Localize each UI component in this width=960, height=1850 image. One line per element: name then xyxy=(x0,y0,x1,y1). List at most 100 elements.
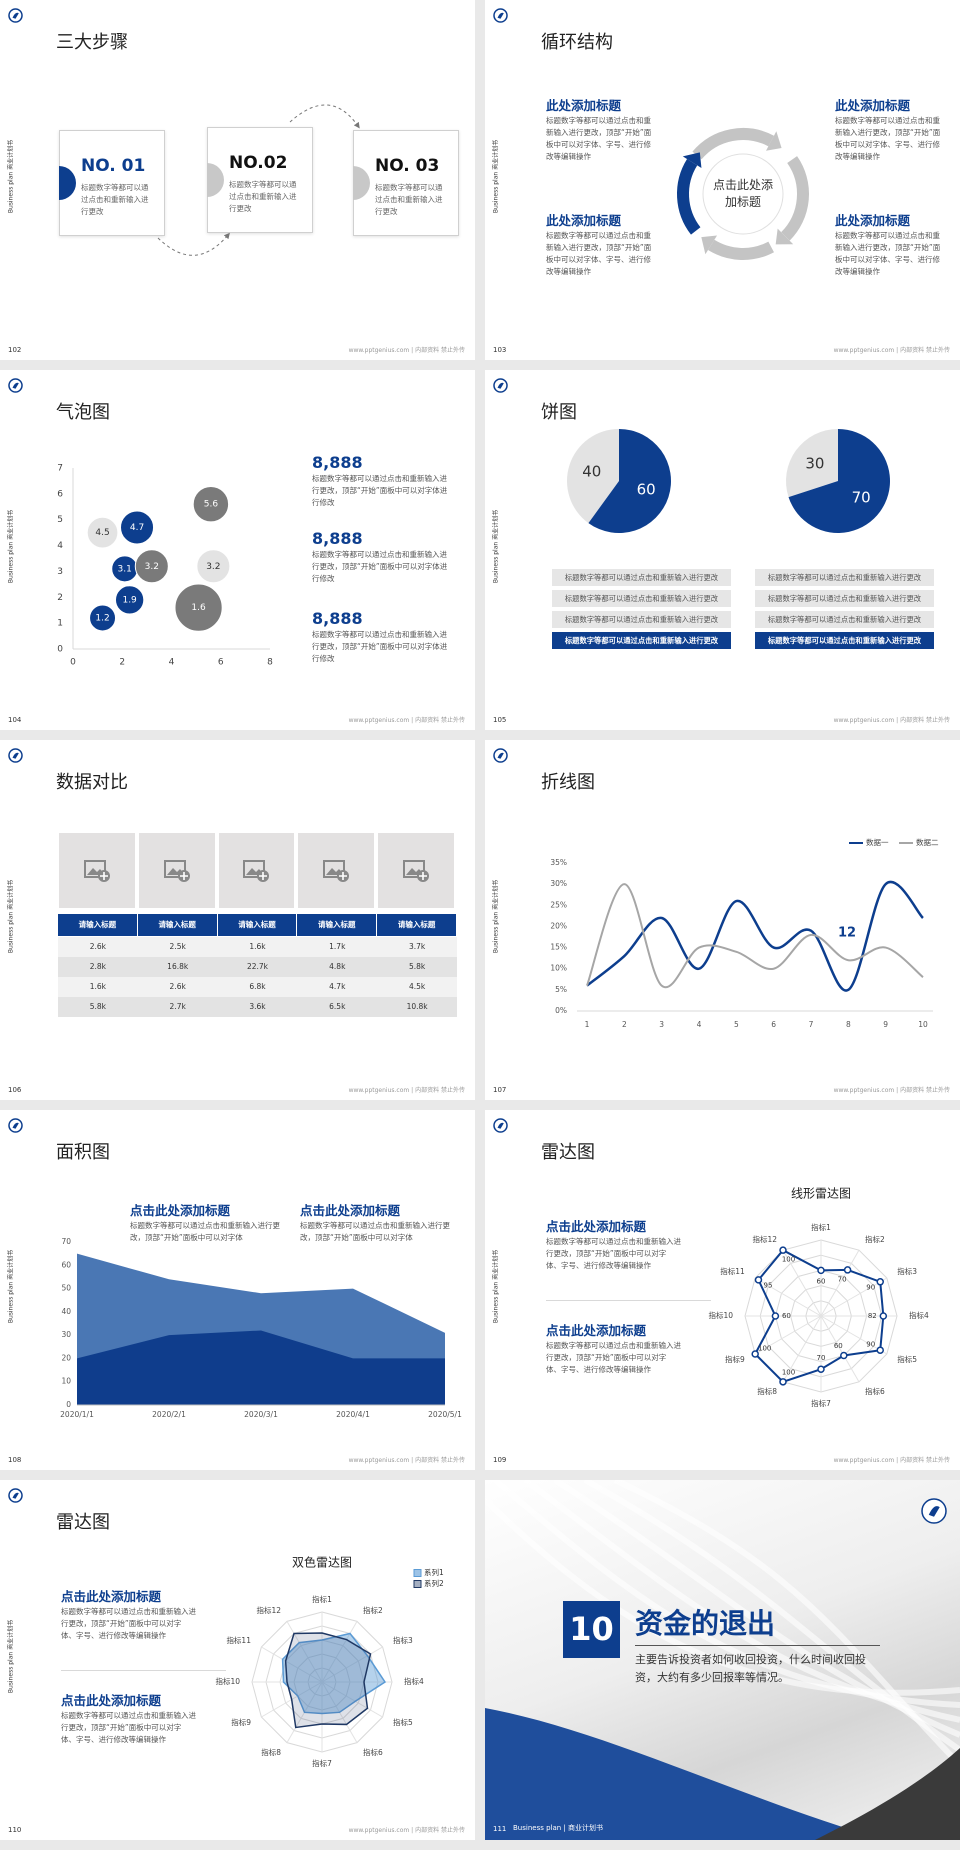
bubble-label: 1.6 xyxy=(191,603,206,613)
x-tick-label: 2020/1/1 xyxy=(60,1410,94,1419)
x-tick-label: 4 xyxy=(697,1020,702,1029)
value-label: 90 xyxy=(866,1341,875,1349)
table-cell: 4.8k xyxy=(297,957,378,977)
y-tick-label: 7 xyxy=(57,464,63,474)
bubble-label: 3.2 xyxy=(145,562,159,572)
y-tick-label: 40 xyxy=(61,1307,71,1316)
y-tick-label: 50 xyxy=(61,1284,71,1293)
connector xyxy=(289,104,360,129)
graphic xyxy=(493,8,508,23)
slide: Business plan 商业计划书 104 www.pptgenius.com … xyxy=(0,370,475,730)
item-heading: 此处添加标题 xyxy=(835,213,911,228)
legend-swatch xyxy=(413,1569,422,1577)
step-marker xyxy=(207,163,224,197)
table-header: 请输入标题 xyxy=(217,914,297,936)
page-number: 107 xyxy=(493,1086,507,1094)
slide: Business plan 商业计划书 110 www.pptgenius.com … xyxy=(0,1480,475,1840)
x-tick-label: 2 xyxy=(622,1020,627,1029)
radar-spoke xyxy=(286,1621,323,1683)
radar-area xyxy=(284,1632,372,1729)
logo-mark xyxy=(12,12,19,19)
step-number: NO.02 xyxy=(229,153,288,173)
slide: 10 资金的退出 主要告诉投资者如何收回投资，什么时间收回投资，大约有多少回报率等情… xyxy=(485,1480,960,1840)
bubble-label: 4.5 xyxy=(95,528,109,538)
graphic xyxy=(8,1488,23,1503)
radar-category: 指标1 xyxy=(811,1222,831,1232)
logo-mark xyxy=(928,1506,940,1517)
step-text: 标题数字等都可以通过点击和重新输入进行更改 xyxy=(229,180,297,213)
radar-category: 指标1 xyxy=(312,1594,332,1604)
y-tick-label: 15% xyxy=(550,943,567,952)
footer: www.pptgenius.com | 内部资料 禁止外传 xyxy=(348,1457,465,1464)
graphic: 指标1 指标2 指标3 指标4 指标5 指标6 指标7 指标8 指标9 指标10 指标11 指标12 线… xyxy=(708,1187,929,1409)
legend-label: 数据二 xyxy=(916,837,939,847)
line-series xyxy=(586,883,924,989)
slide: Business plan 商业计划书 107 www.pptgenius.com … xyxy=(485,740,960,1100)
table-cell: 5.8k xyxy=(377,957,457,977)
graphic xyxy=(921,1498,947,1524)
x-tick-label: 2020/2/1 xyxy=(152,1410,186,1419)
y-tick-label: 35% xyxy=(550,858,567,867)
radar-point xyxy=(817,1365,825,1373)
item-text: 标题数字等都可以通过点击和重新输入进行更改，顶部“开始”面板中可以对字体、字号、… xyxy=(546,231,652,276)
legend-swatch xyxy=(413,1580,422,1588)
table-cell: 1.6k xyxy=(217,937,298,957)
pie-label: 30 xyxy=(805,455,824,473)
page-number: 109 xyxy=(493,1456,507,1464)
image-icon xyxy=(83,860,110,882)
bubble xyxy=(86,516,119,549)
y-tick-label: 1 xyxy=(57,619,63,629)
value-label: 82 xyxy=(868,1312,877,1320)
radar-spoke xyxy=(321,1646,383,1683)
y-tick-label: 0% xyxy=(555,1006,567,1015)
page-number: 104 xyxy=(8,716,22,724)
separator xyxy=(61,1670,226,1671)
radar-category: 指标9 xyxy=(725,1354,745,1364)
y-tick-label: 20% xyxy=(550,921,567,930)
slide: Business plan 商业计划书 106 www.pptgenius.com … xyxy=(0,740,475,1100)
y-tick-label: 5 xyxy=(57,515,63,525)
radar-category: 指标8 xyxy=(757,1386,777,1396)
cycle-arrow xyxy=(766,131,782,151)
radar-point xyxy=(879,1312,888,1320)
legend-label: 数据一 xyxy=(866,837,889,847)
cycle-arc xyxy=(677,159,701,235)
step-number: NO. 01 xyxy=(81,156,146,176)
logo-mark xyxy=(497,1122,504,1129)
radar-category: 指标4 xyxy=(909,1310,929,1320)
page-number: 105 xyxy=(493,716,507,724)
table-cell: 3.6k xyxy=(217,997,298,1017)
slide-title: 雷达图 xyxy=(541,1142,595,1163)
bubble-label: 1.2 xyxy=(95,613,109,623)
image-icon xyxy=(323,860,350,882)
slide-title: 面积图 xyxy=(56,1142,110,1163)
radar-spoke xyxy=(820,1315,888,1355)
pie-slice xyxy=(567,429,619,524)
pie-note: 标题数字等都可以通过点击和重新输入进行更改 xyxy=(755,590,934,607)
slide: Business plan 商业计划书 108 www.pptgenius.com … xyxy=(0,1110,475,1470)
x-tick-label: 8 xyxy=(846,1020,851,1029)
pie-note: 标题数字等都可以通过点击和重新输入进行更改 xyxy=(755,611,934,628)
logo-mark xyxy=(497,752,504,759)
area-series xyxy=(77,1330,445,1405)
item-heading: 此处添加标题 xyxy=(546,213,622,228)
graphic xyxy=(485,1480,960,1840)
radar-spoke xyxy=(261,1646,323,1683)
value-label: 60 xyxy=(782,1312,791,1320)
y-tick-label: 60 xyxy=(61,1260,71,1269)
table-cell: 2.8k xyxy=(58,957,138,977)
footer: www.pptgenius.com | 内部资料 禁止外传 xyxy=(833,1457,950,1464)
block-heading: 点击此处添加标题 xyxy=(546,1219,647,1234)
logo-mark xyxy=(12,1122,19,1129)
y-tick-label: 3 xyxy=(57,567,63,577)
table-cell: 6.8k xyxy=(217,977,298,997)
bubble-label: 4.7 xyxy=(130,523,144,533)
table-cell: 2.6k xyxy=(137,977,218,997)
block-heading: 点击此处添加标题 xyxy=(546,1323,647,1338)
graphic xyxy=(8,748,23,763)
block-text: 标题数字等都可以通过点击和重新输入进行更改，顶部“开始”面板中可以对字体、字号、… xyxy=(546,1341,681,1374)
section-text: 主要告诉投资者如何收回投资，什么时间收回投资，大约有多少回报率等情况。 xyxy=(635,1653,866,1684)
x-tick-label: 2020/4/1 xyxy=(336,1410,370,1419)
x-tick-label: 8 xyxy=(267,658,273,668)
bubble-label: 1.9 xyxy=(122,595,137,605)
